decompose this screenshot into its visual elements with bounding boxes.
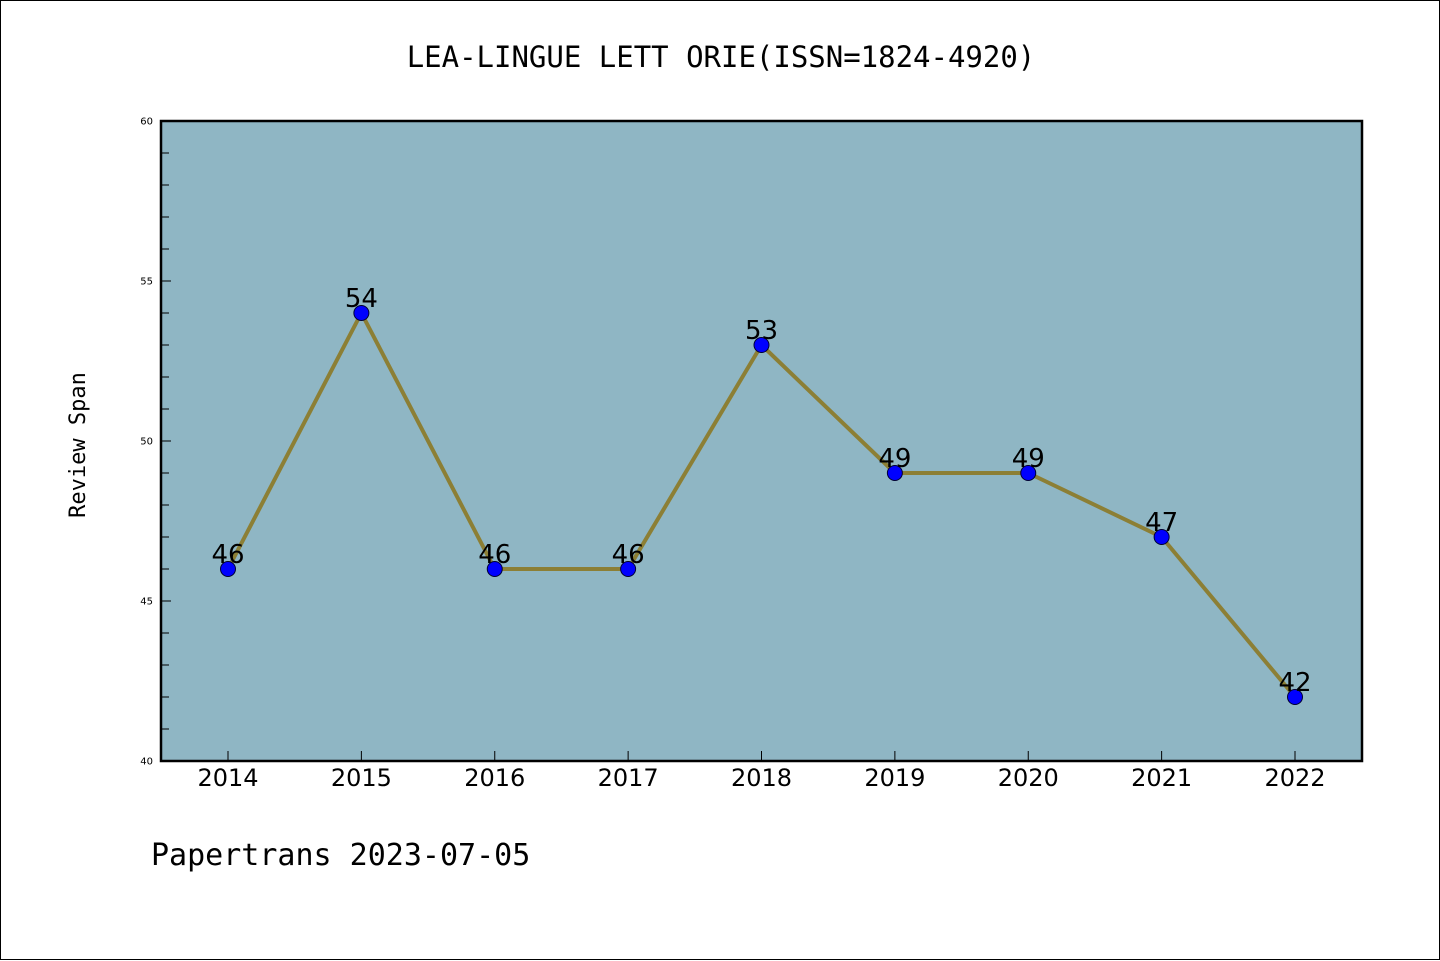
- y-axis-label: Review Span: [66, 372, 91, 518]
- x-tick-label: 2021: [1131, 764, 1192, 792]
- data-label: 47: [1145, 508, 1178, 538]
- x-tick-label: 2014: [197, 764, 258, 792]
- y-tick-label: 45: [140, 597, 153, 608]
- y-tick-label: 40: [140, 757, 153, 768]
- data-label: 46: [612, 540, 645, 570]
- x-tick-label: 2017: [598, 764, 659, 792]
- data-point: [353, 305, 370, 321]
- data-point: [886, 465, 903, 481]
- data-point: [220, 561, 236, 577]
- data-label: 54: [345, 284, 378, 314]
- data-label: 42: [1278, 668, 1311, 698]
- y-tick-label: 50: [140, 437, 153, 448]
- x-tick-label: 2018: [731, 764, 792, 792]
- chart-title: LEA-LINGUE LETT ORIE(ISSN=1824-4920): [407, 40, 1036, 74]
- data-point: [1287, 689, 1303, 705]
- y-tick-label: 55: [140, 277, 153, 288]
- x-tick-label: 2020: [998, 764, 1059, 792]
- plot-area: [161, 121, 1362, 761]
- plot-border: [159, 119, 1364, 763]
- y-tick-label: 60: [140, 117, 153, 128]
- data-label: 46: [211, 540, 244, 570]
- data-point: [1020, 465, 1037, 481]
- footer-text: Papertrans 2023-07-05: [151, 838, 530, 873]
- data-label: 53: [745, 316, 778, 346]
- data-label: 49: [1012, 444, 1045, 474]
- data-point: [486, 561, 503, 577]
- data-point: [753, 337, 770, 353]
- data-label: 49: [878, 444, 911, 474]
- data-point: [620, 561, 637, 577]
- x-tick-label: 2015: [331, 764, 392, 792]
- data-point: [1153, 529, 1170, 545]
- x-tick-label: 2016: [464, 764, 525, 792]
- x-tick-label: 2019: [864, 764, 925, 792]
- x-tick-label: 2022: [1264, 764, 1325, 792]
- data-label: 46: [478, 540, 511, 570]
